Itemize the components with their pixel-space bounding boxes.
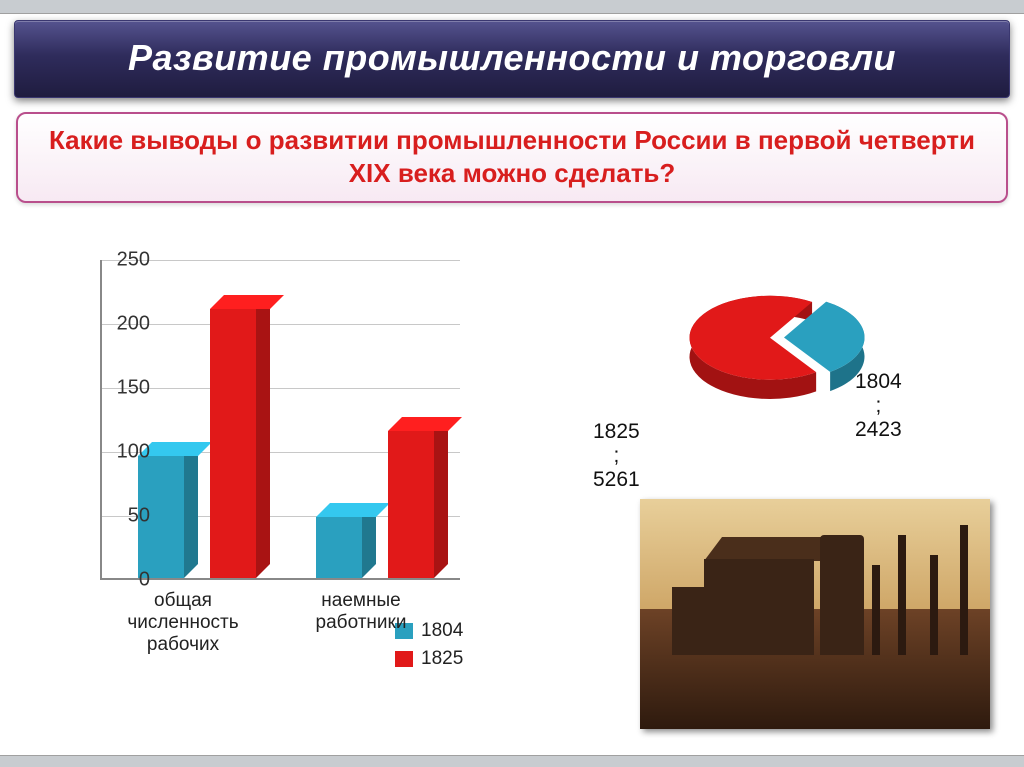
pie-label-1804: 1804;2423	[855, 370, 902, 442]
question-box: Какие выводы о развитии промышленности Р…	[16, 112, 1008, 203]
bar-hired_workers-1825	[388, 431, 434, 578]
factory-photo	[640, 499, 990, 729]
bar-plot-area	[100, 260, 460, 580]
window-top-edge	[0, 0, 1024, 14]
y-tick-label: 250	[90, 249, 150, 272]
x-group-label: наемныеработники	[286, 590, 436, 634]
slide-title: Развитие промышленности и торговли	[128, 37, 896, 78]
slide-title-banner: Развитие промышленности и торговли	[14, 20, 1010, 98]
pie-svg	[665, 280, 875, 420]
question-text: Какие выводы о развитии промышленности Р…	[49, 125, 975, 188]
charts-row: 18041825 050100150200250общаячисленность…	[0, 250, 1024, 767]
bar-chart: 18041825 050100150200250общаячисленность…	[30, 250, 520, 700]
y-tick-label: 50	[90, 505, 150, 528]
y-tick-label: 150	[90, 377, 150, 400]
pie-chart: 1804;2423 1825;5261	[605, 280, 965, 500]
y-tick-label: 200	[90, 313, 150, 336]
legend-item-1825: 1825	[395, 648, 463, 670]
pie-label-1825: 1825;5261	[593, 420, 640, 492]
bar-total_workers-1825	[210, 309, 256, 578]
x-group-label: общаячисленностьрабочих	[108, 590, 258, 656]
y-tick-label: 100	[90, 441, 150, 464]
window-bottom-edge	[0, 755, 1024, 767]
bar-hired_workers-1804	[316, 517, 362, 578]
y-tick-label: 0	[90, 569, 150, 592]
